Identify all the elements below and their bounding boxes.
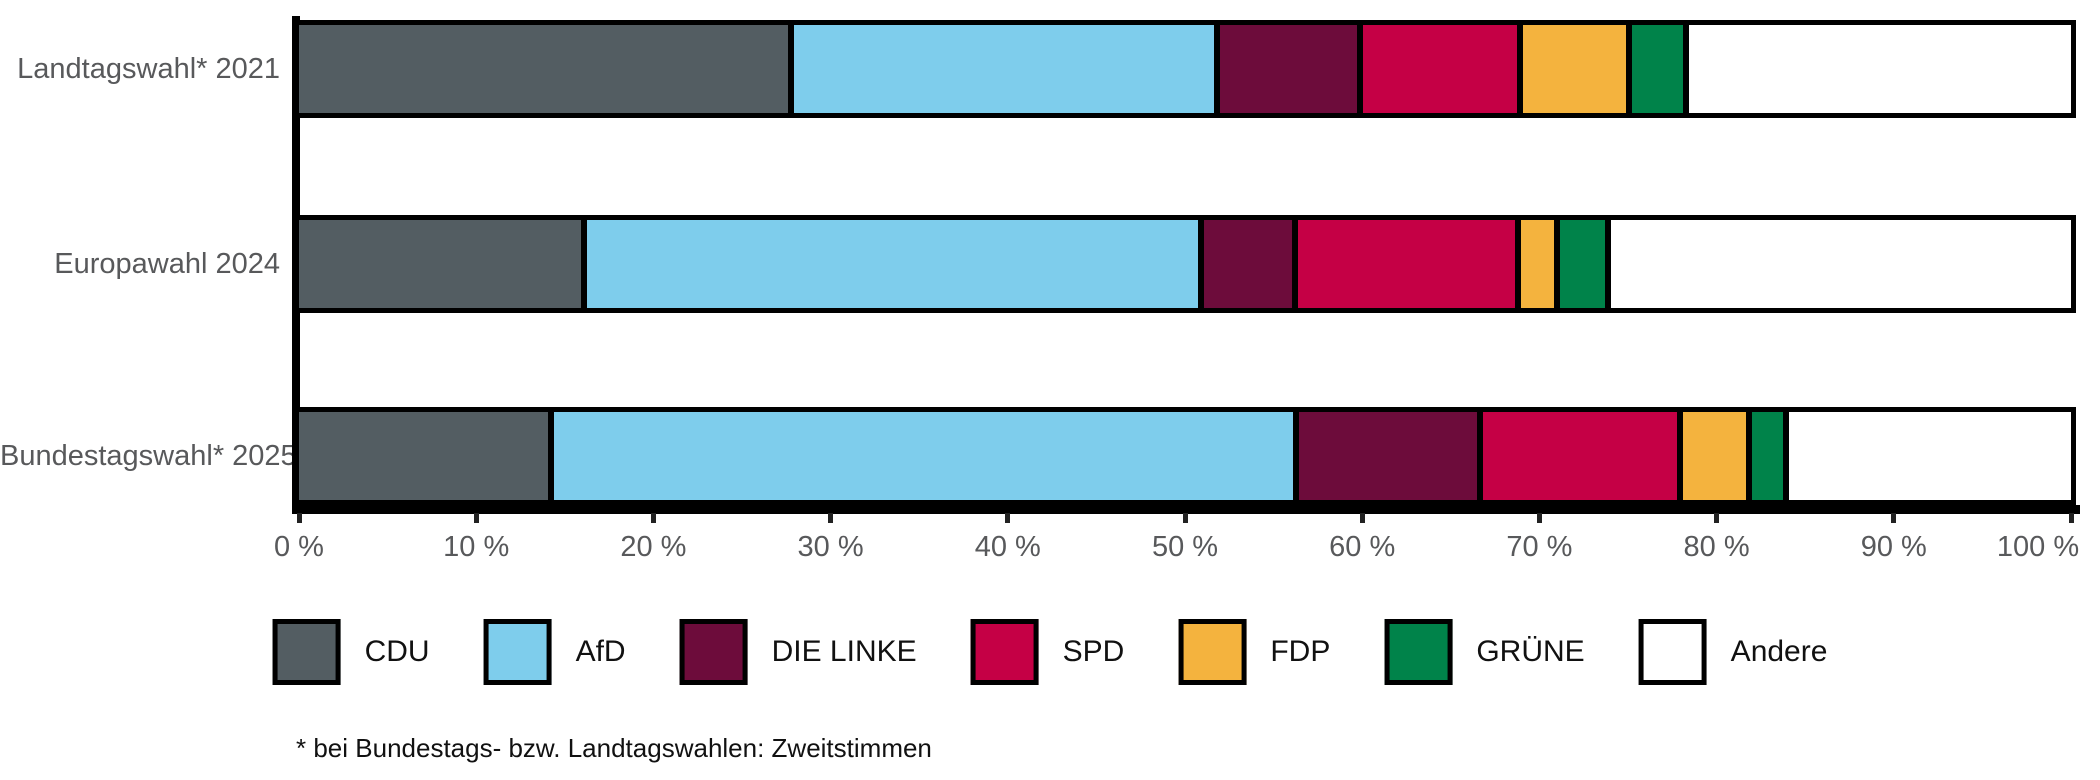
x-tick	[828, 513, 834, 523]
segment-divider	[1746, 412, 1753, 500]
bar-row-bundestagswahl-2025	[294, 407, 2076, 505]
x-tick-label: 0 %	[274, 531, 324, 563]
legend-swatch-afd	[483, 619, 552, 685]
bar-segment-spd	[1479, 412, 1683, 500]
category-label-bundestagswahl-2025: Bundestagswahl* 2025	[0, 440, 297, 472]
segment-divider	[1626, 25, 1633, 113]
segment-divider	[1682, 25, 1689, 113]
segment-divider	[1198, 220, 1205, 308]
legend-label: Andere	[1730, 635, 1828, 668]
x-tick-label: 60 %	[1329, 531, 1396, 563]
legend-swatch-fdp	[1178, 619, 1247, 685]
segment-divider	[1291, 220, 1298, 308]
x-tick	[1005, 513, 1011, 523]
bar-segment-gruene	[1557, 220, 1611, 308]
legend-label: SPD	[1062, 635, 1125, 668]
bar-row-europawahl-2024	[294, 215, 2076, 313]
segment-divider	[1783, 412, 1790, 500]
segment-divider	[1293, 412, 1300, 500]
legend-swatch-die-linke	[679, 619, 748, 685]
segment-divider	[1677, 412, 1684, 500]
x-tick	[1714, 513, 1720, 523]
x-tick	[1182, 513, 1188, 523]
x-tick	[1891, 513, 1897, 523]
bar-segment-afd	[584, 220, 1204, 308]
bar-row-inner	[299, 412, 2071, 500]
segment-divider	[1517, 25, 1524, 113]
segment-divider	[1214, 25, 1220, 113]
legend-label: DIE LINKE	[771, 635, 917, 668]
bar-segment-gruene	[1749, 412, 1789, 500]
segment-divider	[787, 25, 794, 113]
legend-item-cdu: CDU	[272, 619, 430, 685]
bar-segment-fdp	[1520, 25, 1632, 113]
legend-label: FDP	[1270, 635, 1331, 668]
segment-divider	[1515, 220, 1522, 308]
bar-segment-die-linke	[1201, 220, 1297, 308]
legend-item-afd: AfD	[483, 619, 626, 685]
segment-divider	[1356, 25, 1363, 113]
segment-divider	[547, 412, 554, 500]
x-tick-label: 20 %	[620, 531, 687, 563]
bar-segment-cdu	[299, 412, 553, 500]
x-tick-label: 10 %	[443, 531, 510, 563]
segment-divider	[581, 220, 588, 308]
bar-row-inner	[299, 25, 2071, 113]
legend-swatch-cdu	[272, 619, 341, 685]
bar-row-landtagswahl-2021	[294, 20, 2076, 118]
bar-segment-cdu	[299, 25, 793, 113]
bar-segment-cdu	[299, 220, 587, 308]
x-tick	[473, 513, 479, 523]
bar-segment-die-linke	[1217, 25, 1362, 113]
legend-item-fdp: FDP	[1178, 619, 1330, 685]
x-tick-label: 40 %	[974, 531, 1041, 563]
legend-item-andere: Andere	[1638, 619, 1828, 685]
bar-segment-gruene	[1629, 25, 1688, 113]
legend: CDU AfD DIE LINKE SPD FDP GRÜNE Andere	[272, 619, 1828, 685]
legend-item-gruene: GRÜNE	[1384, 619, 1585, 685]
category-label-europawahl-2024: Europawahl 2024	[54, 248, 280, 280]
legend-swatch-gruene	[1384, 619, 1453, 685]
bar-segment-spd	[1359, 25, 1523, 113]
x-tick	[650, 513, 656, 523]
x-tick	[2068, 513, 2074, 523]
segment-divider	[1476, 412, 1483, 500]
legend-swatch-andere	[1638, 619, 1707, 685]
legend-label: GRÜNE	[1476, 635, 1585, 668]
legend-label: AfD	[575, 635, 626, 668]
legend-swatch-spd	[970, 619, 1039, 685]
x-tick-label: 50 %	[1151, 531, 1219, 563]
x-tick	[1536, 513, 1542, 523]
x-tick	[1359, 513, 1365, 523]
x-tick-label: 70 %	[1506, 531, 1573, 563]
bar-segment-andere	[1608, 220, 2063, 308]
bar-segment-spd	[1294, 220, 1521, 308]
x-tick	[296, 513, 302, 523]
x-tick-label: 30 %	[797, 531, 864, 563]
bar-segment-andere	[1786, 412, 2063, 500]
bar-segment-fdp	[1518, 220, 1560, 308]
bar-row-inner	[299, 220, 2071, 308]
x-tick-label: 80 %	[1683, 531, 1750, 563]
segment-divider	[1554, 220, 1561, 308]
legend-item-spd: SPD	[970, 619, 1125, 685]
bar-segment-die-linke	[1296, 412, 1482, 500]
bar-segment-afd	[550, 412, 1299, 500]
footnote: * bei Bundestags- bzw. Landtagswahlen: Z…	[296, 733, 932, 763]
x-axis-line	[292, 505, 2080, 514]
bar-segment-afd	[790, 25, 1219, 113]
legend-item-die-linke: DIE LINKE	[679, 619, 917, 685]
segment-divider	[1605, 220, 1612, 308]
bar-segment-andere	[1685, 25, 2063, 113]
bar-segment-fdp	[1680, 412, 1752, 500]
x-tick-label: 90 %	[1860, 531, 1927, 563]
x-tick-label: 100 %	[1996, 531, 2080, 563]
category-label-landtagswahl-2021: Landtagswahl* 2021	[17, 53, 280, 85]
legend-label: CDU	[364, 635, 430, 668]
